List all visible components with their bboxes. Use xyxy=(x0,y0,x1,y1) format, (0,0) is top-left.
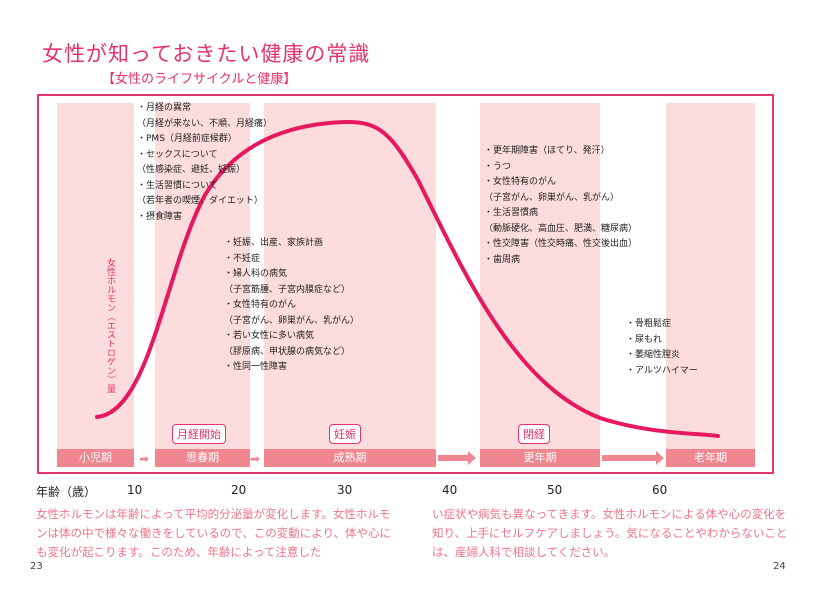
list-item: （月経が来ない、不順、月経痛） xyxy=(137,118,273,129)
x-axis-label: 年齢（歳） xyxy=(36,485,97,499)
list-item: ・女性特有のがん xyxy=(224,300,297,310)
list-item: ・アルツハイマー xyxy=(626,365,698,376)
page-number-left: 23 xyxy=(30,561,43,572)
arrow-icon xyxy=(602,451,664,465)
list-menopause: ・更年期障害（ほてり、発汗） ・うつ・女性特有のがん （子宮がん、卵巣がん、乳がん）… xyxy=(484,144,637,268)
list-item: ・更年期障害（ほてり、発汗） xyxy=(484,146,610,156)
band-childhood xyxy=(57,103,134,467)
age-tick: 50 xyxy=(547,483,563,497)
age-tick: 30 xyxy=(337,483,353,497)
list-item: ・女性特有のがん xyxy=(484,177,557,187)
band-senior xyxy=(666,103,755,467)
list-item: ・尿もれ xyxy=(626,334,663,345)
list-item: ・生活習慣病 xyxy=(484,208,539,218)
list-item: （子宮がん、卵巣がん、乳がん） xyxy=(484,192,620,203)
list-item: （若年者の喫煙、ダイエット） xyxy=(137,196,263,206)
arrow-icon: ➡ xyxy=(250,452,261,466)
list-item: ・妊娠、出産、家族計画 xyxy=(224,238,324,248)
event-menarche: 月経開始 xyxy=(172,424,226,444)
list-item: （動脈硬化、高血圧、肥満、糖尿病） xyxy=(484,223,638,234)
list-item: ・若い女性に多い病気 xyxy=(224,331,315,341)
list-item: ・歯周病 xyxy=(484,254,521,265)
list-senior: ・骨粗鬆症・尿もれ・萎縮性膣炎・アルツハイマー xyxy=(626,317,698,379)
stage-menopause: 更年期 xyxy=(480,449,600,467)
age-tick: 10 xyxy=(127,483,143,497)
event-menopause: 閉経 xyxy=(518,424,550,444)
stage-childhood: 小児期 xyxy=(57,449,134,467)
page-number-right: 24 xyxy=(773,561,786,572)
arrow-icon xyxy=(438,451,476,465)
list-item: （膠原病、甲状腺の病気など） xyxy=(224,346,351,357)
age-tick: 20 xyxy=(231,483,247,497)
stage-senior: 老年期 xyxy=(666,449,755,467)
list-item: ・不妊症 xyxy=(224,253,261,264)
paragraph-left: 女性ホルモンは年齢によって平均的分泌量が変化します。女性ホルモンは体の中で様々な… xyxy=(36,507,392,559)
list-item: ・性同一性障害 xyxy=(224,362,288,372)
list-item: ・うつ xyxy=(484,161,512,172)
paragraph-right: い症状や病気も異なってきます。女性ホルモンによる体や心の変化を知り、上手にセルフ… xyxy=(432,507,788,559)
y-axis-label: 女性ホルモン（エストロゲン）量 xyxy=(105,258,115,393)
list-item: ・萎縮性膣炎 xyxy=(626,350,681,360)
arrow-icon: ➡ xyxy=(139,452,150,466)
age-tick: 40 xyxy=(442,483,458,497)
stage-puberty: 思春期 xyxy=(155,449,250,467)
chart-frame xyxy=(37,94,774,472)
page-title: 女性が知っておきたい健康の常識 xyxy=(42,42,371,66)
list-item: ・婦人科の病気 xyxy=(224,269,288,279)
x-axis-line xyxy=(37,472,774,474)
list-item: ・月経の異常 xyxy=(137,103,192,113)
list-puberty: ・月経の異常 （月経が来ない、不順、月経痛） ・PMS（月経前症候群） ・セックスにつ… xyxy=(137,101,272,225)
list-mature: ・妊娠、出産、家族計画 ・不妊症・婦人科の病気 （子宮筋腫、子宮内膜症など） ・女性特… xyxy=(224,236,359,376)
list-item: （子宮筋腫、子宮内膜症など） xyxy=(224,284,351,295)
list-item: ・性交障害（性交時痛、性交後出血） xyxy=(484,239,638,249)
page-subtitle: 【女性のライフサイクルと健康】 xyxy=(102,72,297,87)
list-item: ・摂食障害 xyxy=(137,211,183,222)
list-item: （子宮がん、卵巣がん、乳がん） xyxy=(224,315,360,326)
age-tick: 60 xyxy=(652,483,668,497)
list-item: （性感染症、避妊、妊娠） xyxy=(137,165,246,175)
list-item: ・PMS（月経前症候群） xyxy=(137,134,237,144)
list-item: ・骨粗鬆症 xyxy=(626,319,672,329)
list-item: ・生活習慣について xyxy=(137,180,218,191)
stage-mature: 成熟期 xyxy=(264,449,436,467)
event-pregnancy: 妊娠 xyxy=(329,424,361,444)
list-item: ・セックスについて xyxy=(137,149,218,160)
hormone-curve xyxy=(95,119,720,438)
